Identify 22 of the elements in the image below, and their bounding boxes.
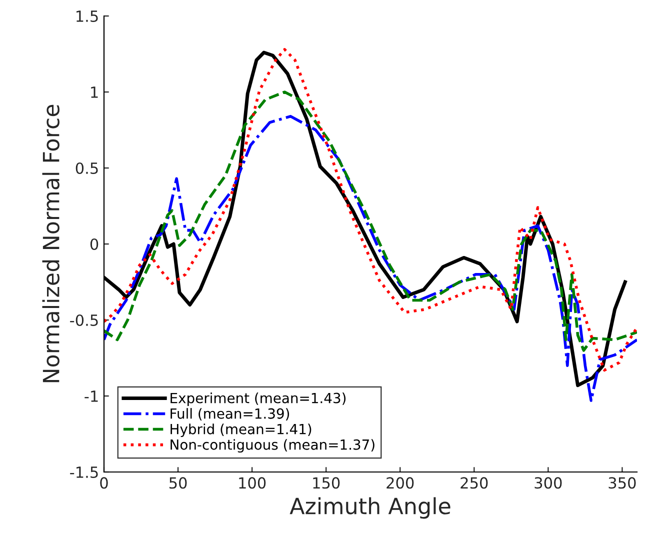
y-tick-label: 0.5 (76, 162, 98, 174)
x-axis-title: Azimuth Angle (290, 497, 450, 519)
y-tick-label: 0 (90, 238, 98, 250)
x-tick-label: 0 (100, 477, 108, 489)
line-series (104, 90, 637, 352)
x-tick-label: 350 (608, 477, 636, 489)
legend-label: Full (mean=1.39) (170, 408, 290, 420)
y-tick-label: -0.5 (70, 314, 98, 326)
y-axis-title: Normalized Normal Force (42, 104, 60, 382)
y-tick-label: -1.5 (70, 466, 98, 478)
x-tick-label: 300 (534, 477, 562, 489)
y-tick-label: 1.5 (76, 10, 98, 22)
legend-label: Hybrid (mean=1.41) (170, 424, 312, 438)
x-tick-label: 100 (239, 477, 266, 489)
x-tick-label: 250 (460, 477, 488, 489)
y-tick-label: 1 (91, 86, 98, 98)
legend-label: Experiment (mean=1.43) (170, 392, 346, 406)
x-tick-label: 200 (386, 477, 414, 489)
legend-label: Non-contiguous (mean=1.37) (170, 439, 374, 453)
x-tick-label: 50 (169, 477, 187, 489)
x-tick-label: 150 (313, 477, 340, 489)
y-tick-label: -1 (84, 390, 98, 402)
